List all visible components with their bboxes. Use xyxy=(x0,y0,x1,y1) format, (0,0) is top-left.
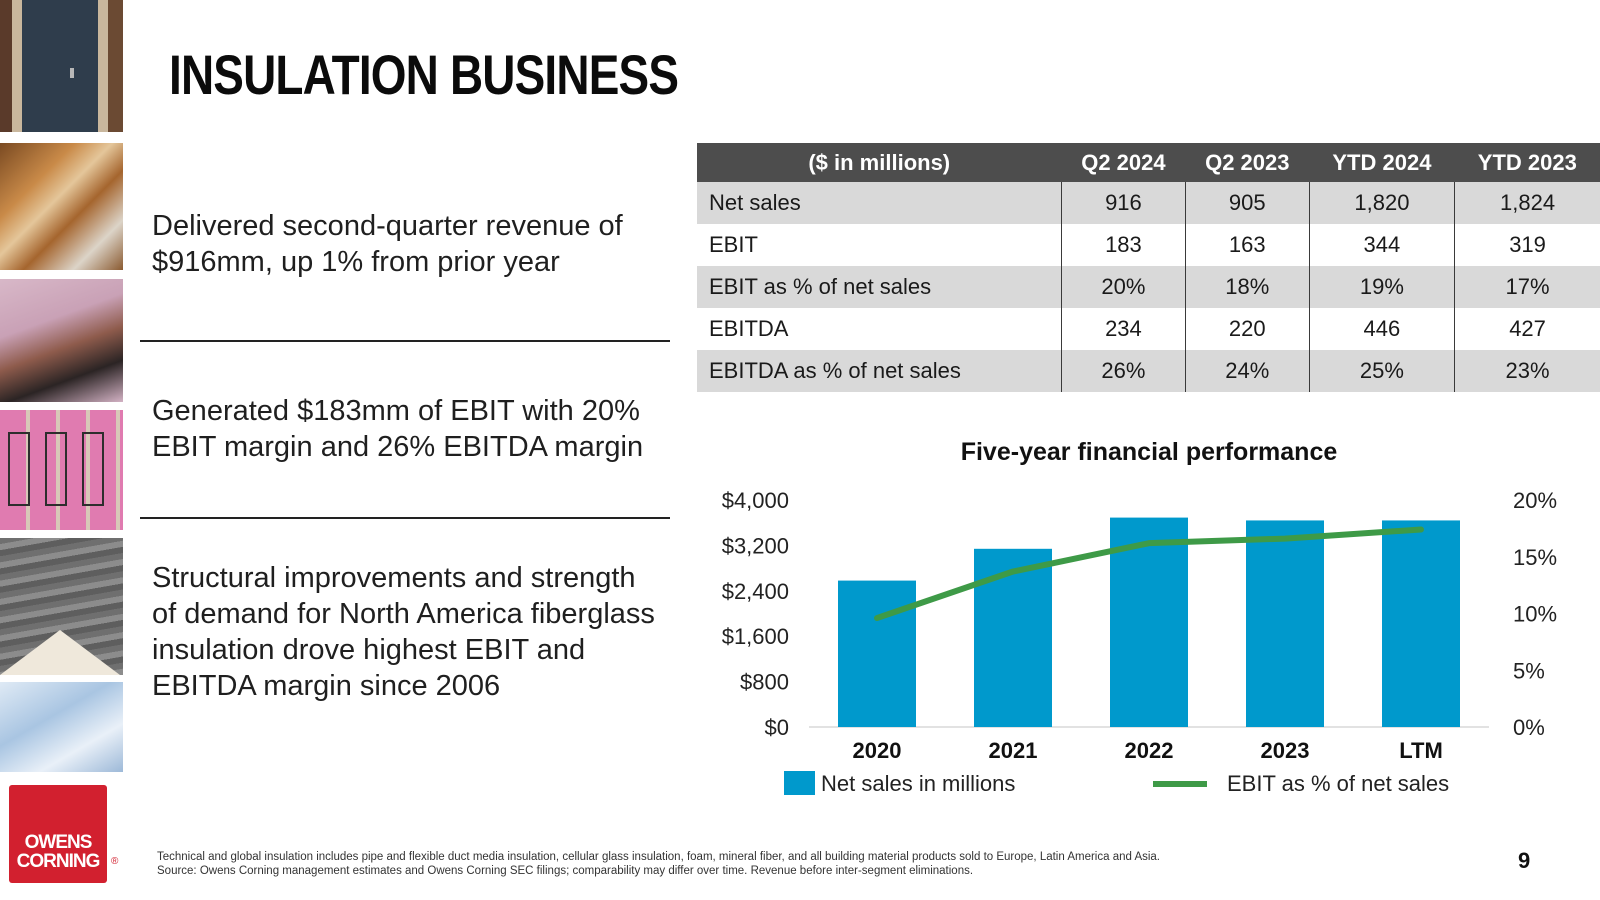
y-left-tick-label: $1,600 xyxy=(722,624,789,649)
legend-label-net-sales: Net sales in millions xyxy=(821,771,1015,796)
x-tick-label: 2020 xyxy=(853,738,902,763)
legend-label-ebit: EBIT as % of net sales xyxy=(1227,771,1449,796)
x-tick-label: 2022 xyxy=(1125,738,1174,763)
logo-line-1: OWENS xyxy=(24,832,93,853)
foam-board-photo xyxy=(0,410,123,530)
header-q2-2023: Q2 2023 xyxy=(1185,143,1310,182)
x-tick-label: 2021 xyxy=(989,738,1038,763)
table-cell: 916 xyxy=(1061,182,1186,224)
row-label: Net sales xyxy=(697,182,1062,224)
registered-mark: ® xyxy=(111,856,119,867)
header-q2-2024: Q2 2024 xyxy=(1061,143,1186,182)
table-cell: 19% xyxy=(1308,266,1455,308)
ebit-margin-line xyxy=(874,526,1424,622)
door-photo xyxy=(0,0,123,132)
row-label: EBIT as % of net sales xyxy=(697,266,1062,308)
table-cell: 905 xyxy=(1184,182,1310,224)
bar-2022 xyxy=(1110,517,1188,727)
footnote: Technical and global insulation includes… xyxy=(157,850,1160,878)
header-ytd-2023: YTD 2023 xyxy=(1454,143,1600,182)
table-cell: 25% xyxy=(1308,350,1455,392)
y-right-tick-label: 20% xyxy=(1513,488,1557,513)
y-right-tick-label: 15% xyxy=(1513,545,1557,570)
x-tick-label: 2023 xyxy=(1261,738,1310,763)
spray-insulation-photo xyxy=(0,143,123,270)
table-cell: 183 xyxy=(1061,224,1186,266)
header-label: ($ in millions) xyxy=(697,143,1062,182)
table-cell: 163 xyxy=(1184,224,1310,266)
table-cell: 24% xyxy=(1184,350,1310,392)
table-cell: 1,820 xyxy=(1308,182,1455,224)
y-left-tick-label: $2,400 xyxy=(722,579,789,604)
bar-LTM xyxy=(1382,520,1460,727)
divider xyxy=(140,340,670,342)
page-title: INSULATION BUSINESS xyxy=(169,43,679,106)
owens-corning-logo: OWENS CORNING xyxy=(9,785,107,883)
table-cell: 427 xyxy=(1454,308,1600,350)
header-ytd-2024: YTD 2024 xyxy=(1309,143,1455,182)
roof-shingles-photo xyxy=(0,538,123,675)
page-number: 9 xyxy=(1518,848,1531,873)
y-left-tick-label: $3,200 xyxy=(722,533,789,558)
bar-2023 xyxy=(1246,520,1324,727)
bullet-structural: Structural improvements and strength of … xyxy=(152,562,655,702)
y-right-tick-label: 10% xyxy=(1513,602,1557,627)
bar-2020 xyxy=(838,580,916,727)
table-cell: 20% xyxy=(1061,266,1186,308)
y-left-tick-label: $800 xyxy=(740,670,789,695)
table-cell: 234 xyxy=(1061,308,1186,350)
row-label: EBITDA xyxy=(709,316,789,341)
wrap-material-photo xyxy=(0,682,123,772)
table-cell: 1,824 xyxy=(1454,182,1600,224)
x-tick-label: LTM xyxy=(1399,738,1443,763)
chart-title: Five-year financial performance xyxy=(961,440,1338,466)
y-right-tick-label: 0% xyxy=(1513,715,1545,740)
legend-swatch-net-sales xyxy=(784,771,815,795)
table-header-row: ($ in millions) Q2 2024 Q2 2023 YTD 2024… xyxy=(697,143,1600,182)
table-row: Net sales 916 905 1,820 1,824 xyxy=(697,182,1600,224)
footnote-line-1: Technical and global insulation includes… xyxy=(157,851,1161,863)
row-label: EBIT xyxy=(709,232,758,257)
footnote-line-2: Source: Owens Corning management estimat… xyxy=(157,865,974,877)
table-row: EBITDA 234 220 446 427 xyxy=(697,308,1600,350)
y-left-tick-label: $0 xyxy=(765,715,789,740)
row-label: EBITDA as % of net sales xyxy=(697,350,1062,392)
table-cell: 344 xyxy=(1308,224,1455,266)
bar-2021 xyxy=(974,548,1052,727)
divider xyxy=(140,517,670,519)
pink-insulation-install-photo xyxy=(0,279,123,402)
table-cell: 18% xyxy=(1184,266,1310,308)
table-row: EBIT as % of net sales 20% 18% 19% 17% xyxy=(697,266,1600,308)
table-cell: 26% xyxy=(1061,350,1186,392)
logo-line-2: CORNING xyxy=(16,851,101,872)
five-year-chart: Five-year financial performance $0 $800 $1,… xyxy=(722,440,1557,796)
table-cell: 446 xyxy=(1308,308,1455,350)
table-cell: 319 xyxy=(1454,224,1600,266)
table-row: EBIT 183 163 344 319 xyxy=(697,224,1600,266)
y-right-tick-label: 5% xyxy=(1513,658,1545,683)
financial-table: ($ in millions) Q2 2024 Q2 2023 YTD 2024… xyxy=(697,143,1600,392)
bullet-revenue: Delivered second-quarter revenue of $916… xyxy=(152,210,623,278)
table-cell: 220 xyxy=(1184,308,1310,350)
table-cell: 17% xyxy=(1454,266,1600,308)
bullet-ebit: Generated $183mm of EBIT with 20% EBIT m… xyxy=(152,395,644,463)
table-cell: 23% xyxy=(1454,350,1600,392)
table-row: EBITDA as % of net sales 26% 24% 25% 23% xyxy=(697,350,1600,392)
y-left-tick-label: $4,000 xyxy=(722,488,789,513)
